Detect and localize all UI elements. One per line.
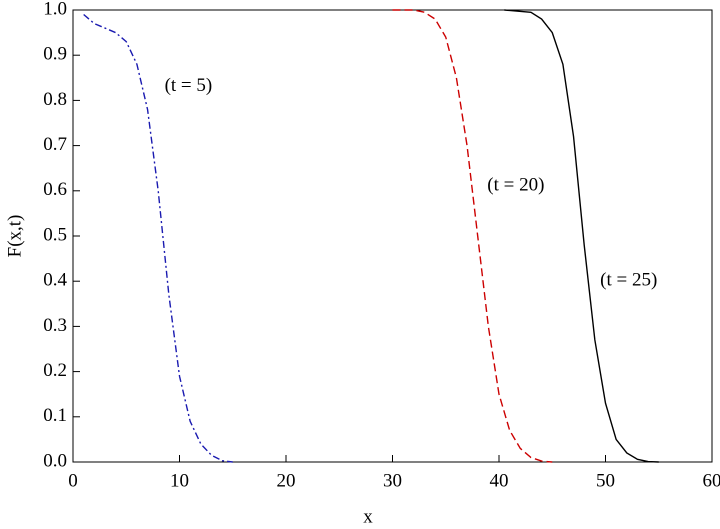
- y-tick-label: 0.6: [43, 179, 67, 200]
- y-tick-label: 0.9: [43, 44, 67, 65]
- annotation: (t = 20): [487, 175, 544, 196]
- x-tick-label: 50: [596, 470, 615, 491]
- x-tick-label: 10: [170, 470, 189, 491]
- y-axis-label: F(x,t): [4, 215, 25, 258]
- annotation: (t = 25): [600, 270, 657, 291]
- series-line: [504, 9, 659, 463]
- x-tick-label: 40: [490, 470, 509, 491]
- series-line: [392, 9, 553, 463]
- y-tick-label: 0.7: [43, 134, 67, 155]
- x-tick-label: 60: [703, 470, 720, 491]
- y-tick-label: 0.2: [43, 360, 67, 381]
- y-tick-label: 0.1: [43, 405, 67, 426]
- y-tick-label: 0.0: [43, 450, 67, 471]
- x-tick-label: 0: [68, 470, 78, 491]
- y-tick-label: 0.4: [43, 270, 67, 291]
- annotation: (t = 5): [165, 75, 213, 96]
- x-tick-label: 20: [277, 470, 296, 491]
- y-tick-label: 0.8: [43, 89, 67, 110]
- x-tick-label: 30: [383, 470, 402, 491]
- x-axis-label: x: [363, 506, 373, 527]
- y-tick-label: 0.3: [43, 315, 67, 336]
- y-tick-label: 1.0: [43, 0, 67, 19]
- y-tick-label: 0.5: [43, 224, 67, 245]
